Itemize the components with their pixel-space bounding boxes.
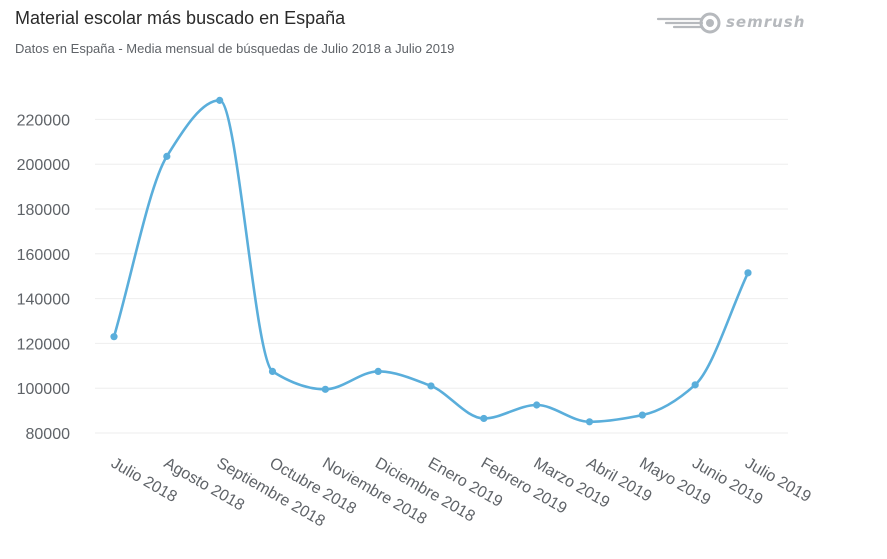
chart-title: Material escolar más buscado en España	[15, 8, 346, 28]
data-point	[480, 414, 488, 423]
data-point	[321, 385, 329, 393]
data-point	[268, 367, 277, 375]
y-tick-label: 160000	[17, 247, 70, 264]
grid-lines	[95, 118, 788, 434]
data-point	[638, 411, 646, 419]
semrush-fireball-icon	[656, 10, 722, 34]
data-point	[585, 418, 594, 426]
series-line	[112, 99, 750, 424]
y-tick-label: 180000	[17, 202, 70, 219]
data-point	[691, 381, 699, 389]
y-tick-label: 220000	[17, 112, 70, 129]
data-point	[216, 96, 224, 104]
series-line-layer	[112, 99, 750, 424]
brand-name: semrush	[726, 13, 806, 31]
data-point	[374, 367, 382, 375]
data-point	[533, 401, 541, 409]
data-points	[110, 96, 752, 426]
y-tick-label: 140000	[17, 292, 70, 309]
data-point	[427, 382, 435, 390]
y-tick-label: 80000	[26, 426, 71, 443]
data-point	[163, 152, 171, 160]
data-point	[744, 269, 752, 277]
data-point	[110, 333, 118, 341]
y-tick-label: 120000	[17, 336, 70, 353]
brand-logo: semrush	[656, 10, 805, 34]
y-tick-label: 200000	[17, 157, 70, 174]
y-axis-ticks: 80000 100000 120000 140000 160000 180000 20000…	[17, 112, 70, 443]
y-tick-label: 100000	[17, 381, 70, 398]
chart-subtitle: Datos en España - Media mensual de búsqu…	[15, 41, 455, 56]
